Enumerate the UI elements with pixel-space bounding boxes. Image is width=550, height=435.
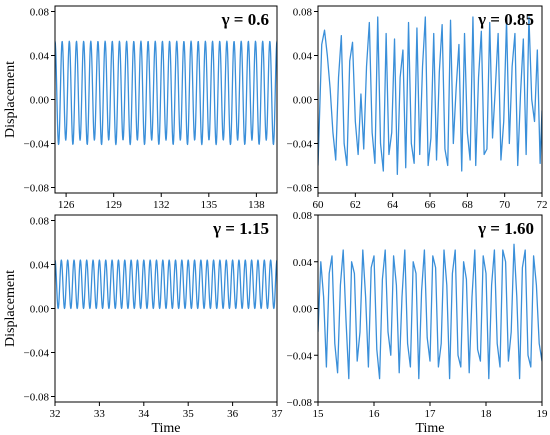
x-tick-label: 17 [425, 408, 437, 420]
x-axis-label: Time [415, 421, 444, 435]
x-tick-label: 35 [183, 408, 195, 420]
x-tick-label: 129 [105, 199, 122, 211]
series-line [318, 16, 542, 175]
panel-title: γ = 1.60 [477, 219, 534, 238]
y-tick-label: 0.04 [293, 257, 313, 269]
x-tick-label: 18 [481, 408, 493, 420]
x-tick-label: 135 [201, 199, 218, 211]
x-tick-label: 15 [313, 408, 325, 420]
series-line [55, 40, 277, 146]
series-line [55, 259, 277, 310]
x-tick-label: 33 [94, 408, 106, 420]
y-tick-label: 0.08 [293, 210, 313, 222]
x-tick-label: 68 [462, 199, 474, 211]
x-tick-label: 126 [58, 199, 75, 211]
y-tick-label: 0.08 [30, 216, 50, 228]
series-line [318, 243, 542, 380]
panel-title: γ = 1.15 [212, 219, 269, 238]
y-axis-label: Displacement [3, 270, 18, 347]
panel-title: γ = 0.85 [477, 10, 534, 29]
y-tick-label: −0.04 [24, 139, 50, 151]
y-tick-label: −0.04 [24, 348, 50, 360]
panel-1: 126 129 132 135 138 −0.08 −0.04 0.00 0.04 0.08 γ =… [3, 5, 278, 211]
panel-title: γ = 0.6 [221, 10, 269, 29]
panel-3: 32 33 34 35 36 37 −0.08 −0.04 0.00 0.04 0.08 γ = 1.… [3, 214, 284, 435]
y-tick-label: 0.08 [293, 7, 313, 19]
x-tick-label: 37 [272, 408, 284, 420]
y-tick-label: −0.08 [24, 183, 50, 195]
y-tick-label: 0.00 [293, 95, 313, 107]
x-tick-label: 19 [537, 408, 549, 420]
x-tick-label: 32 [50, 408, 61, 420]
x-tick-label: 138 [248, 199, 265, 211]
x-tick-label: 64 [387, 199, 399, 211]
x-tick-label: 72 [537, 199, 548, 211]
x-tick-label: 34 [138, 408, 150, 420]
y-tick-label: −0.08 [287, 183, 313, 195]
y-tick-label: −0.04 [287, 139, 313, 151]
y-tick-label: 0.00 [30, 95, 50, 107]
panel-4: 15 16 17 18 19 −0.08 −0.04 0.00 0.04 0.08 γ = 1.60… [287, 210, 548, 435]
y-tick-label: 0.00 [293, 304, 313, 316]
y-tick-label: −0.08 [287, 397, 313, 409]
y-tick-label: 0.04 [30, 260, 50, 272]
y-tick-label: −0.04 [287, 350, 313, 362]
x-tick-label: 60 [313, 199, 325, 211]
x-axis-label: Time [151, 421, 180, 435]
plot-frame [317, 214, 543, 403]
x-tick-label: 66 [425, 199, 437, 211]
y-tick-label: −0.08 [24, 392, 50, 404]
y-tick-label: 0.08 [30, 7, 50, 19]
x-tick-label: 36 [227, 408, 239, 420]
y-tick-label: 0.04 [30, 51, 50, 63]
x-tick-label: 62 [350, 199, 361, 211]
y-axis-label: Displacement [3, 61, 18, 138]
x-tick-label: 132 [153, 199, 170, 211]
y-tick-label: 0.04 [293, 51, 313, 63]
x-tick-label: 16 [369, 408, 381, 420]
x-tick-label: 70 [499, 199, 511, 211]
y-tick-label: 0.00 [30, 304, 50, 316]
panel-2: 60 62 64 66 68 70 72 −0.08 −0.04 0.00 0.04 0.08 γ = … [287, 5, 548, 211]
